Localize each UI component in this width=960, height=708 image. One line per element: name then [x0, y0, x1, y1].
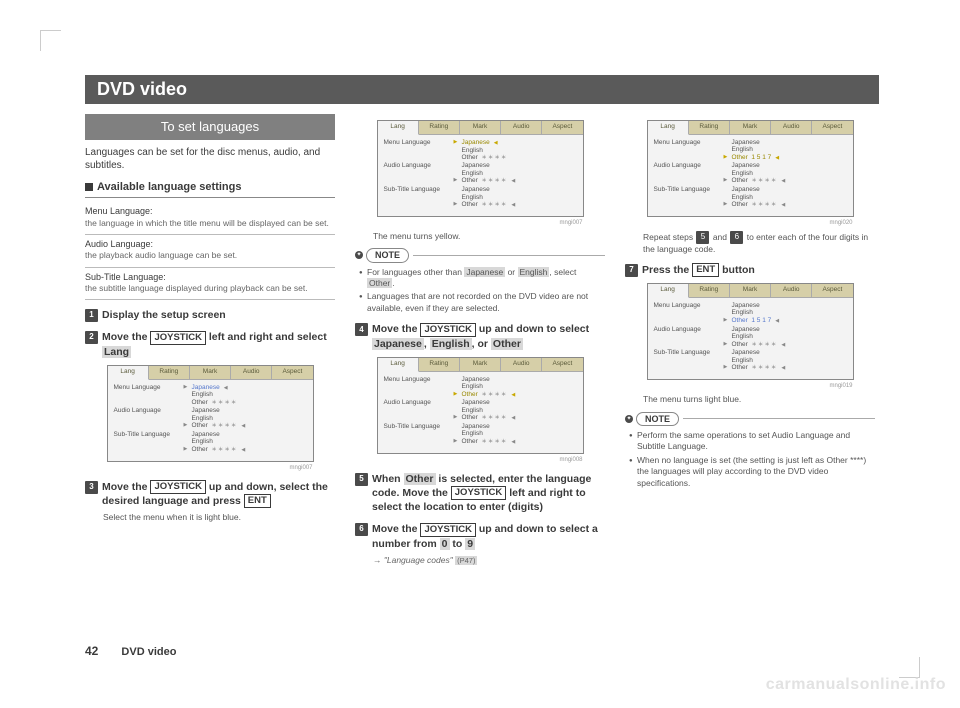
tab-lang: Lang: [108, 366, 149, 380]
setting-audio-lang: Audio Language: the playback audio langu…: [85, 235, 335, 268]
column-1: To set languages Languages can be set fo…: [85, 114, 335, 570]
screenshot-light-blue: Lang Rating Mark Audio Aspect Menu Langu…: [647, 283, 854, 380]
step-6: 6 Move the JOYSTICK up and down to selec…: [355, 522, 605, 550]
note-item: For languages other than Japanese or Eng…: [359, 267, 605, 290]
ent-button: ENT: [244, 494, 271, 508]
image-id: mngi007: [378, 219, 583, 227]
repeat-instruction: Repeat steps 5 and 6 to enter each of th…: [643, 231, 875, 255]
note-item: Languages that are not recorded on the D…: [359, 291, 605, 314]
tab-rating: Rating: [149, 366, 190, 380]
note-item: Perform the same operations to set Audio…: [629, 430, 875, 453]
step-4: 4 Move the JOYSTICK up and down to selec…: [355, 322, 605, 350]
step-3: 3 Move the JOYSTICK up and down, select …: [85, 480, 335, 508]
image-id: mngi007: [108, 464, 313, 472]
step-3-caption: Select the menu when it is light blue.: [103, 512, 335, 523]
step-2: 2 Move the JOYSTICK left and right and s…: [85, 330, 335, 358]
col3-caption: The menu turns light blue.: [643, 394, 875, 405]
note-heading: ✦ NOTE: [625, 412, 875, 426]
intro-text: Languages can be set for the disc menus,…: [85, 146, 335, 172]
screenshot-lang-select: Lang Rating Mark Audio Aspect Menu Langu…: [107, 365, 314, 462]
section-header: To set languages: [85, 114, 335, 140]
setting-menu-lang: Menu Language: the language in which the…: [85, 202, 335, 235]
column-2: Lang Rating Mark Audio Aspect Menu Langu…: [355, 114, 605, 570]
joystick-button: JOYSTICK: [150, 331, 206, 345]
ent-button: ENT: [692, 263, 719, 277]
page-number: 42: [85, 644, 98, 658]
footer-section: DVD video: [121, 646, 176, 658]
screenshot-select-other: Lang Rating Mark Audio Aspect Menu Langu…: [377, 357, 584, 454]
joystick-button: JOYSTICK: [150, 480, 206, 494]
step-7: 7 Press the ENT button: [625, 263, 875, 277]
image-id: mngi020: [648, 219, 853, 227]
watermark: carmanualsonline.info: [766, 676, 946, 694]
screenshot-menu-yellow: Lang Rating Mark Audio Aspect Menu Langu…: [377, 120, 584, 217]
step-6-ref: → "Language codes" (P47): [373, 555, 605, 566]
tab-mark: Mark: [190, 366, 231, 380]
note-item: When no language is set (the setting is …: [629, 455, 875, 489]
tab-aspect: Aspect: [272, 366, 312, 380]
column-3: Lang Rating Mark Audio Aspect Menu Langu…: [625, 114, 875, 570]
page-footer: 42 DVD video: [85, 644, 176, 658]
tab-audio: Audio: [231, 366, 272, 380]
setting-subtitle-lang: Sub-Title Language: the subtitle languag…: [85, 268, 335, 301]
available-heading: Available language settings: [85, 180, 335, 199]
page-title: DVD video: [85, 75, 879, 104]
step-5: 5 When Other is selected, enter the lang…: [355, 472, 605, 515]
note-heading: ✦ NOTE: [355, 248, 605, 262]
col2-caption: The menu turns yellow.: [373, 231, 605, 242]
step-1: 1 Display the setup screen: [85, 308, 335, 322]
image-id: mngi008: [378, 456, 583, 464]
screenshot-code-entry: Lang Rating Mark Audio Aspect Menu Langu…: [647, 120, 854, 217]
image-id: mngi019: [648, 382, 853, 390]
